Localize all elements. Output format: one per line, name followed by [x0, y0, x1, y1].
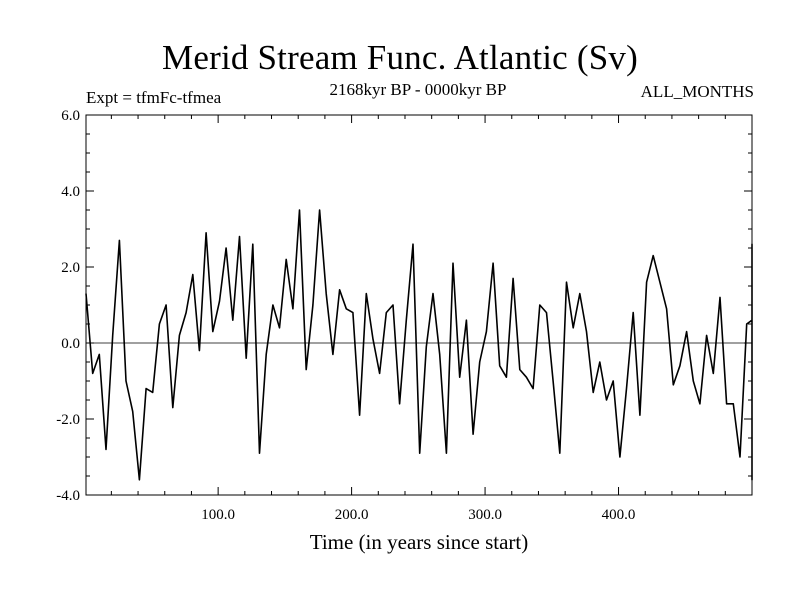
time-range-label: 2168kyr BP - 0000kyr BP [329, 80, 507, 99]
season-label: ALL_MONTHS [640, 82, 754, 101]
x-tick-label: 100.0 [201, 507, 235, 523]
experiment-label: Expt = tfmFc-tfmea [86, 88, 222, 107]
x-axis-label: Time (in years since start) [310, 530, 529, 554]
axis-ticks: -4.0 -2.0 0.0 2.0 4.0 6.0 100.0 200.0 300.0 400.0 [56, 108, 752, 523]
y-tick-label: -2.0 [56, 412, 80, 428]
y-tick-label: 4.0 [61, 184, 80, 200]
y-tick-label: 6.0 [61, 108, 80, 124]
x-tick-label: 200.0 [335, 507, 369, 523]
y-tick-label: 2.0 [61, 260, 80, 276]
chart-title: Merid Stream Func. Atlantic (Sv) [162, 38, 638, 77]
x-tick-label: 300.0 [468, 507, 502, 523]
series-layer [85, 209, 753, 481]
y-tick-label: 0.0 [61, 336, 80, 352]
series-line-0 [85, 209, 753, 481]
y-tick-label: -4.0 [56, 488, 80, 504]
x-tick-label: 400.0 [602, 507, 636, 523]
